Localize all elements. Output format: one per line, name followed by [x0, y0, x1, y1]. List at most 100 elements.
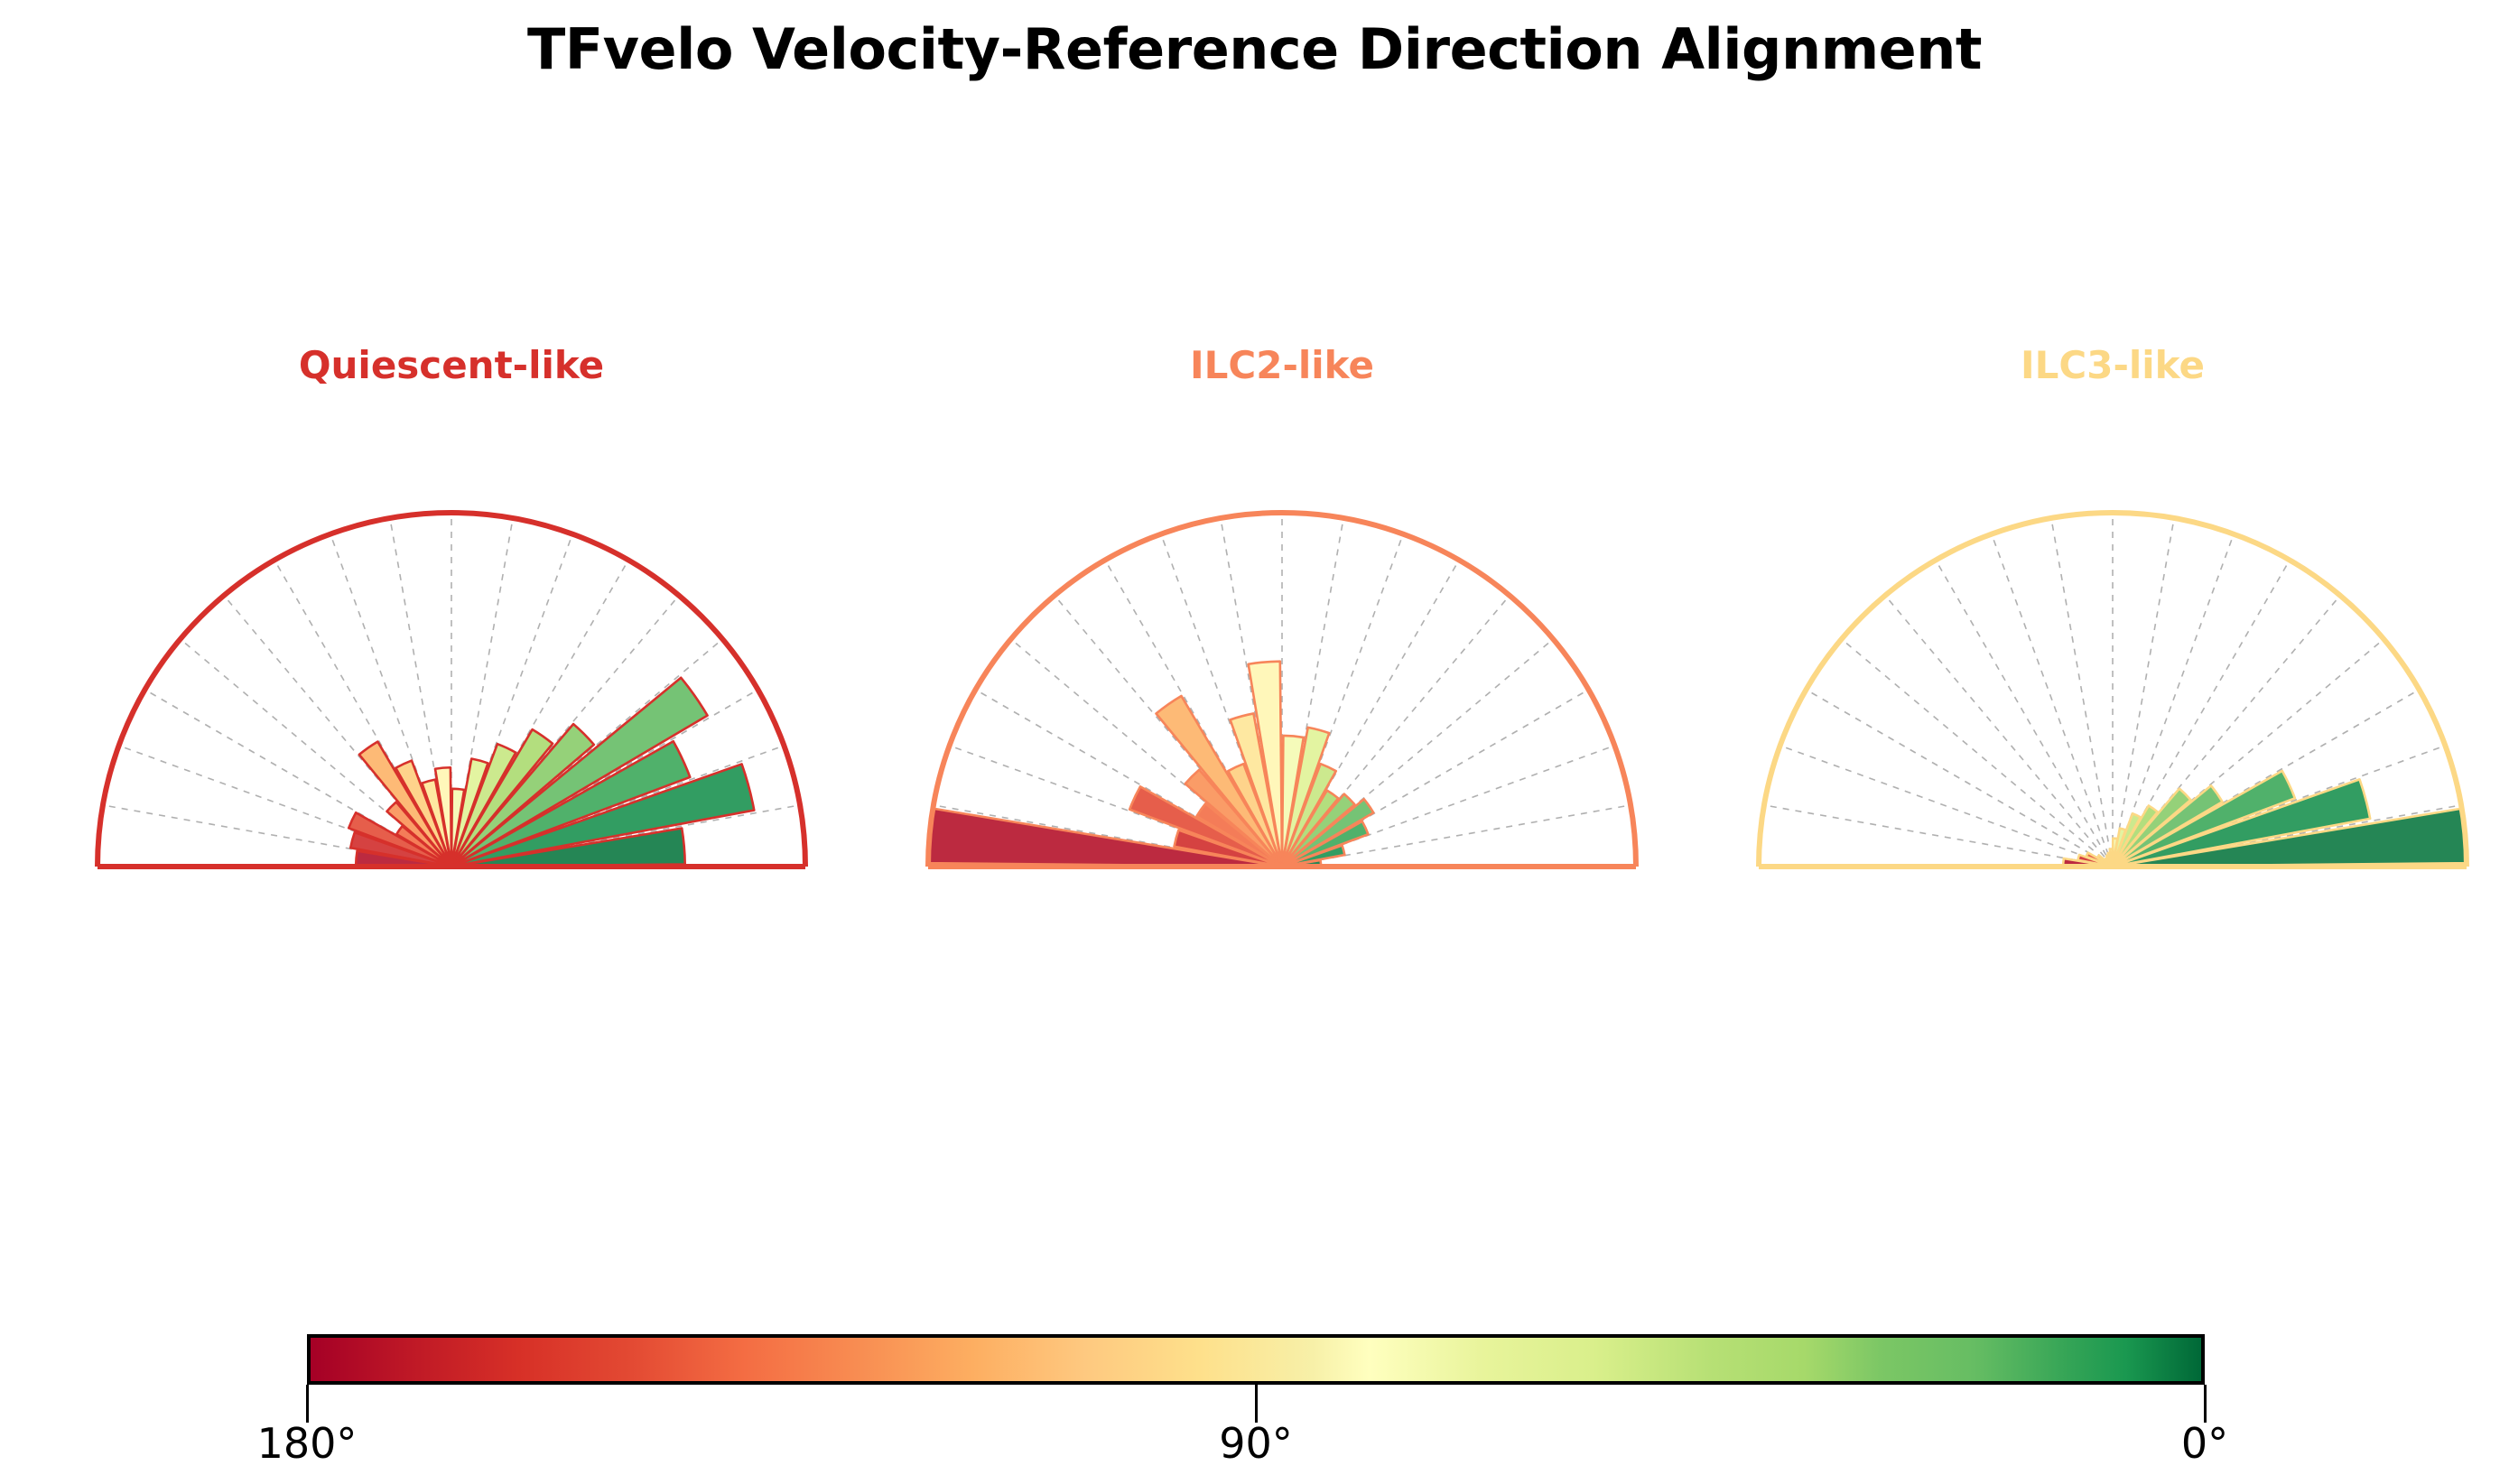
rose-bar	[1128, 785, 1284, 868]
rose-bar	[1280, 734, 1306, 868]
grid-spoke	[451, 595, 680, 867]
rose-bar	[1280, 797, 1375, 868]
rose-chart-1	[925, 510, 1639, 869]
grid-spoke	[2112, 595, 2341, 867]
grid-spoke	[118, 745, 452, 867]
bar-group	[347, 676, 756, 868]
grid-spoke	[389, 517, 452, 867]
grid-spoke	[1220, 517, 1283, 867]
colorbar-ticks	[306, 1385, 2207, 1430]
rose-bar	[450, 676, 709, 868]
grid-spoke	[451, 517, 514, 867]
grid-spoke	[1935, 560, 2114, 867]
polar-plot-quiescent-like	[45, 415, 858, 924]
rose-chart-2	[1756, 510, 2469, 869]
polar-outer-spine	[925, 510, 1639, 867]
rose-bar	[2111, 787, 2192, 868]
panel-title-quiescent-like: Quiescent-like	[298, 343, 605, 387]
rose-bar	[348, 830, 453, 868]
rose-bar	[1195, 802, 1284, 868]
grid-spoke	[2112, 638, 2384, 867]
colorbar-tick-label: 90°	[1219, 1419, 1293, 1468]
colorbar-tick	[1255, 1385, 1258, 1423]
rose-bar	[1173, 829, 1284, 868]
polar-grid	[102, 513, 801, 867]
rose-bar	[450, 757, 489, 868]
panel-ilc3-like: ILC3-like	[1706, 343, 2509, 921]
grid-spoke	[1281, 804, 1631, 867]
rose-bar	[386, 801, 453, 868]
colorbar-tick-label: 0°	[2180, 1419, 2229, 1468]
grid-spoke	[451, 804, 801, 867]
panel-title-ilc2-like: ILC2-like	[1190, 343, 1374, 387]
colorbar-tick	[306, 1385, 309, 1423]
grid-spoke	[451, 560, 629, 867]
grid-spoke	[1281, 517, 1344, 867]
grid-spoke	[330, 533, 452, 867]
grid-spoke	[949, 745, 1283, 867]
grid-spoke	[1763, 804, 2114, 867]
polar-plot-ilc3-like	[1706, 415, 2509, 924]
rose-bar	[450, 722, 596, 868]
grid-spoke	[102, 804, 452, 867]
polar-outer-spine	[1756, 510, 2469, 867]
rose-bar	[1184, 768, 1284, 868]
colorbar-tick	[2204, 1385, 2207, 1423]
grid-spoke	[1281, 689, 1589, 867]
grid-spoke	[975, 689, 1283, 867]
grid-spoke	[144, 689, 452, 867]
grid-spoke	[451, 533, 573, 867]
grid-spoke	[2112, 804, 2462, 867]
rose-bar	[2111, 769, 2297, 868]
colorbar-gradient	[307, 1334, 2205, 1385]
grid-spoke	[1841, 638, 2114, 867]
grid-spoke	[451, 638, 723, 867]
rose-bar	[1280, 793, 1356, 868]
grid-spoke	[223, 595, 452, 867]
bar-group	[926, 660, 1375, 868]
rose-bar	[450, 739, 692, 868]
rose-chart-0	[95, 510, 808, 869]
rose-bar	[395, 759, 453, 868]
rose-bar	[450, 742, 517, 868]
rose-bar	[395, 824, 453, 868]
figure-title: TFvelo Velocity-Reference Direction Alig…	[526, 16, 1983, 82]
grid-spoke	[2112, 560, 2291, 867]
rose-bar	[450, 787, 466, 868]
rose-bar	[347, 811, 453, 868]
grid-spoke	[274, 560, 452, 867]
rose-bar	[2111, 778, 2372, 868]
grid-spoke	[2112, 517, 2175, 867]
rose-bar	[450, 728, 554, 868]
colorbar-tick-label: 180°	[256, 1419, 358, 1468]
polar-grid	[933, 513, 1631, 867]
rose-bar	[450, 763, 756, 868]
grid-spoke	[1281, 638, 1554, 867]
rose-bar	[2111, 837, 2119, 868]
rose-bar	[1280, 726, 1331, 868]
colorbar	[307, 1334, 2205, 1385]
rose-bar	[1280, 789, 1340, 868]
rose-bar	[1280, 820, 1370, 868]
grid-spoke	[1281, 560, 1460, 867]
panel-title-ilc3-like: ILC3-like	[2021, 343, 2205, 387]
panel-quiescent-like: Quiescent-like	[45, 343, 858, 921]
rose-bar	[2111, 784, 2224, 868]
rose-bar	[1226, 762, 1284, 868]
grid-spoke	[2050, 517, 2114, 867]
polar-plot-ilc2-like	[876, 415, 1688, 924]
grid-spoke	[1281, 595, 1510, 867]
grid-spoke	[1010, 638, 1283, 867]
grid-spoke	[1806, 689, 2114, 867]
rose-bar	[358, 740, 453, 868]
rose-bar	[1280, 762, 1338, 868]
polar-outer-spine	[95, 510, 808, 867]
rose-bar	[2111, 812, 2142, 868]
grid-spoke	[1884, 595, 2114, 867]
rose-bar	[2111, 804, 2160, 868]
rose-bar	[1155, 694, 1284, 868]
rose-bar	[1229, 712, 1284, 868]
grid-spoke	[451, 689, 758, 867]
grid-spoke	[933, 804, 1283, 867]
